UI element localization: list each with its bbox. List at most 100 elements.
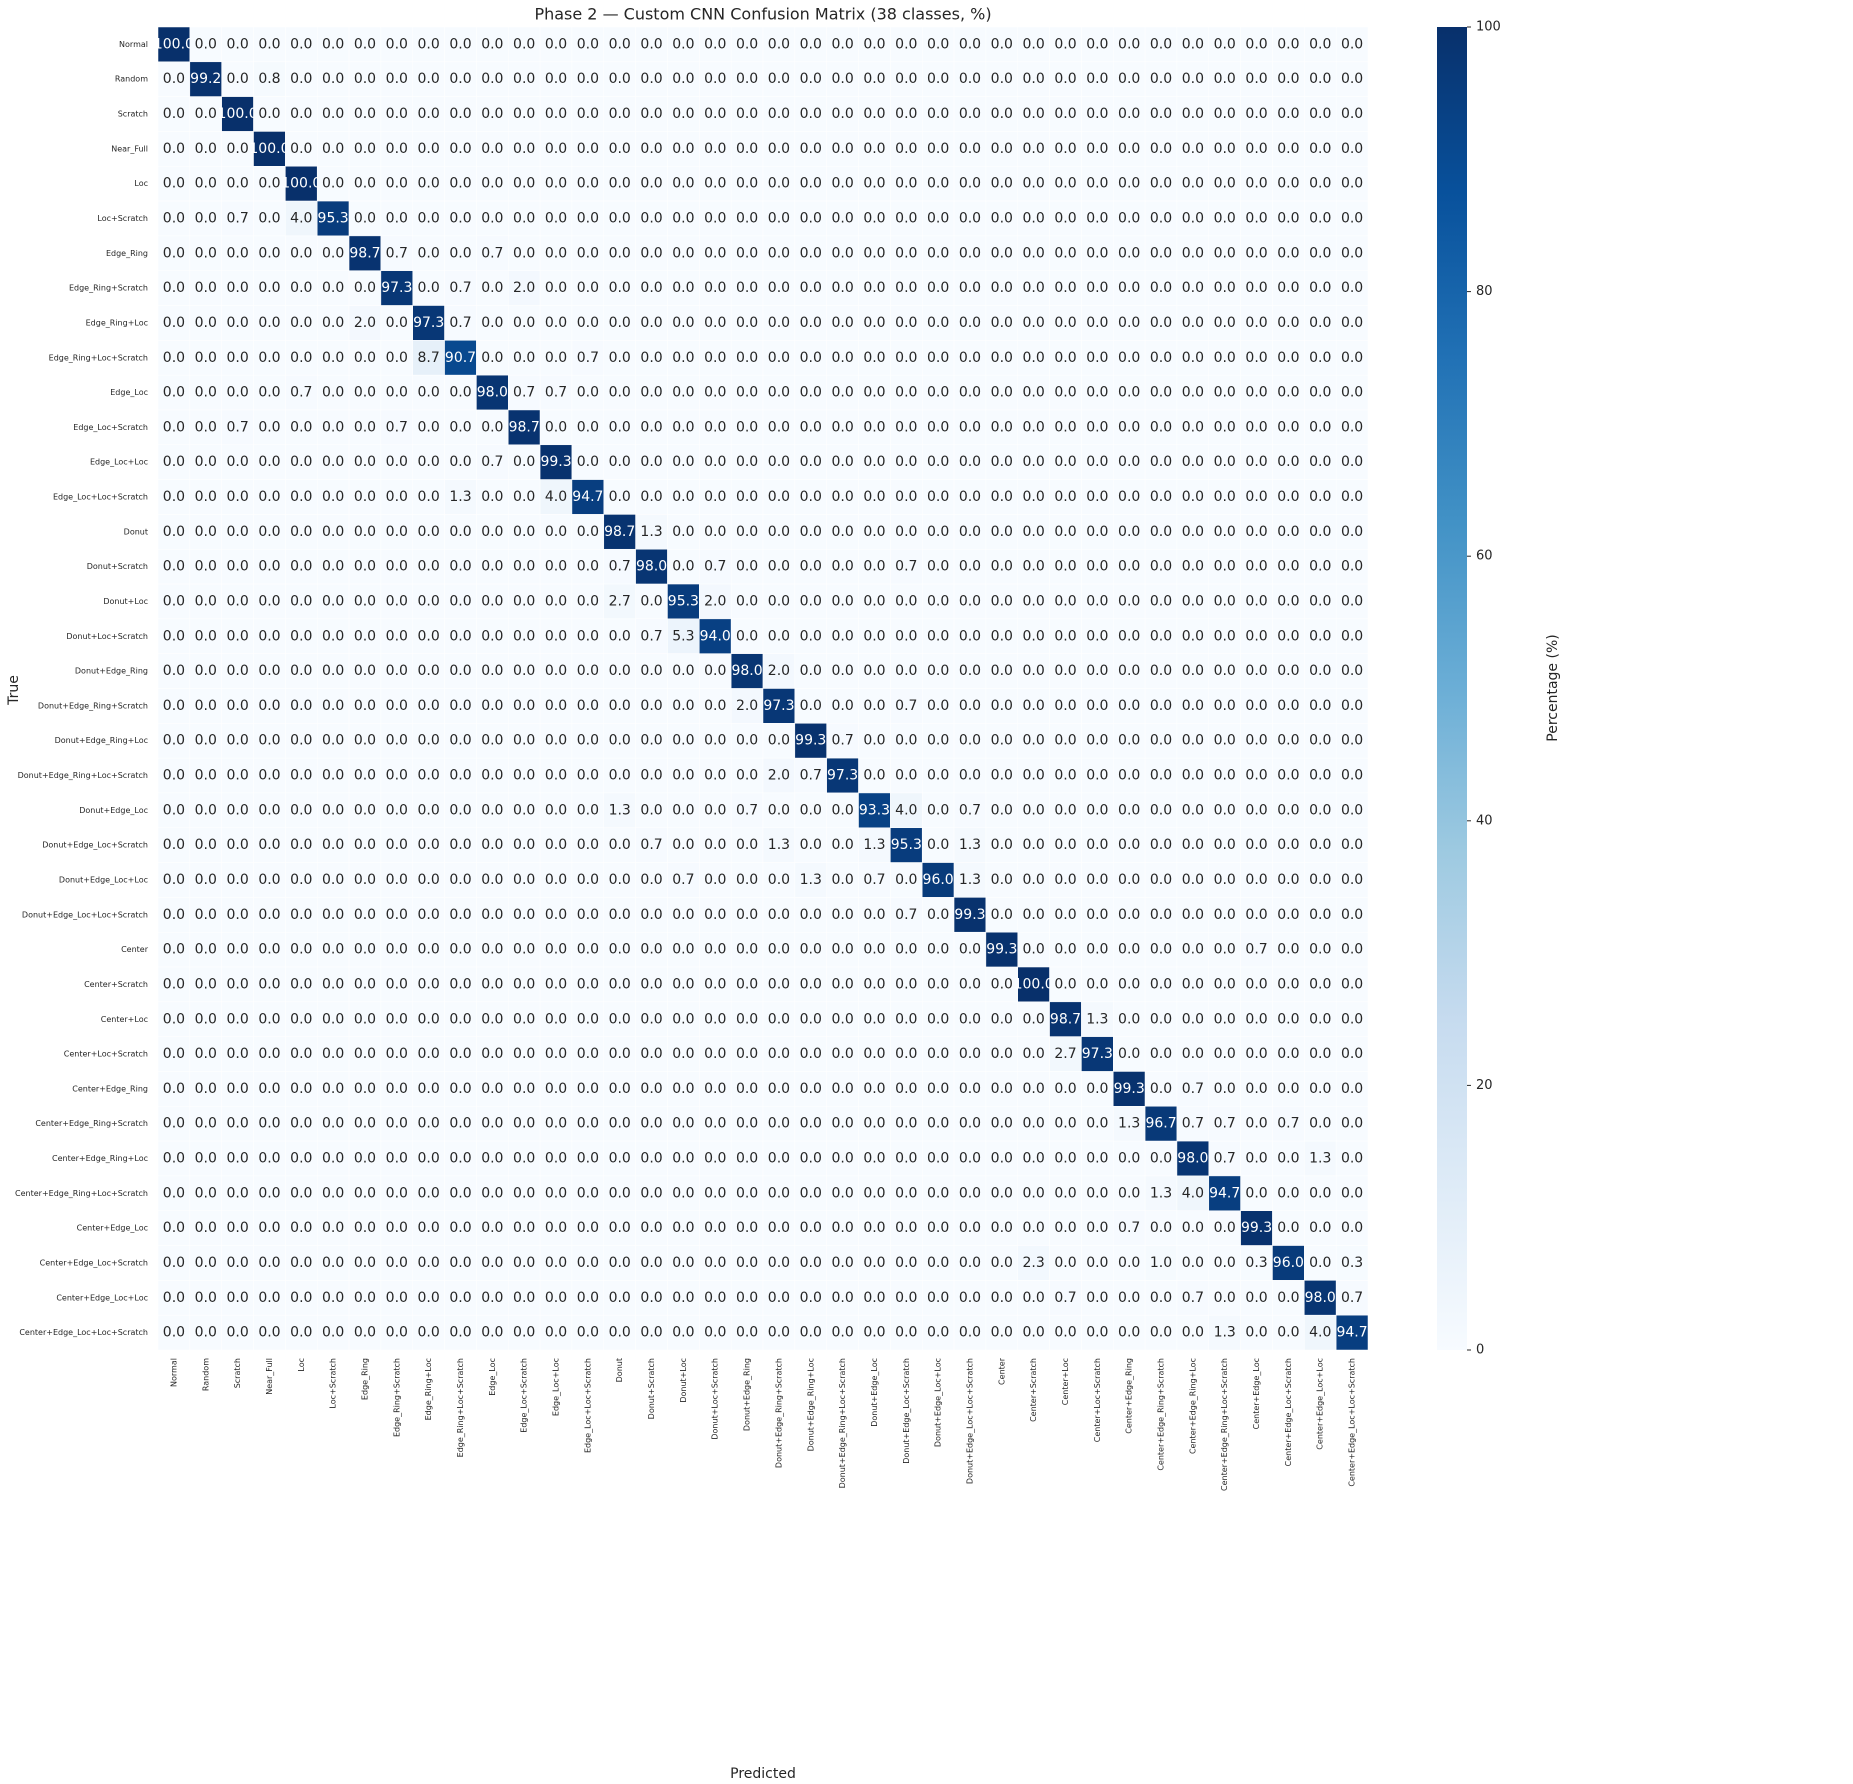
cell-label: 0.0 xyxy=(418,942,440,958)
cell-label: 0.0 xyxy=(322,106,344,122)
cell-label: 0.0 xyxy=(1277,454,1299,470)
cell-label: 1.0 xyxy=(1150,1255,1172,1271)
cell-label: 0.0 xyxy=(609,454,631,470)
cell-label: 0.0 xyxy=(1023,559,1045,575)
heatmap-cell xyxy=(730,270,764,306)
cell-label: 0.0 xyxy=(640,350,662,366)
cell-label: 0.0 xyxy=(322,1255,344,1271)
cell-label: 0.0 xyxy=(226,593,248,609)
cell-label: 0.0 xyxy=(354,71,376,87)
cell-label: 0.0 xyxy=(736,1151,758,1167)
cell-label: 0.0 xyxy=(226,1011,248,1027)
cell-label: 0.0 xyxy=(1054,768,1076,784)
cell-label: 0.0 xyxy=(1150,1325,1172,1341)
cell-label: 0.0 xyxy=(800,1255,822,1271)
cell-label: 0.0 xyxy=(545,907,567,923)
cell-label: 0.7 xyxy=(895,698,917,714)
cell-label: 0.0 xyxy=(1023,733,1045,749)
cell-label: 0.0 xyxy=(1341,837,1363,853)
heatmap-cell xyxy=(1049,61,1082,97)
cell-label: 0.0 xyxy=(895,1290,917,1306)
cell-label: 0.0 xyxy=(768,559,790,575)
cell-label: 0.7 xyxy=(640,628,662,644)
heatmap-cell xyxy=(1081,61,1114,97)
heatmap-cell xyxy=(921,131,955,167)
cell-label: 0.0 xyxy=(863,36,885,52)
cell-label: 97.3 xyxy=(827,768,858,784)
cell-label: 0.0 xyxy=(704,1185,726,1201)
heatmap-cell xyxy=(253,235,286,271)
cell-label: 0.0 xyxy=(768,1081,790,1097)
cell-label: 0.0 xyxy=(1023,802,1045,818)
cell-label: 0.0 xyxy=(1214,315,1236,331)
x-tick-label: Donut+Edge_Ring+Scratch xyxy=(774,1358,783,1468)
cell-label: 0.0 xyxy=(386,1011,408,1027)
cell-label: 1.3 xyxy=(959,872,981,888)
heatmap-cell xyxy=(1272,131,1305,167)
heatmap-cell xyxy=(794,61,827,97)
heatmap-cell xyxy=(603,270,636,306)
cell-label: 0.0 xyxy=(322,559,344,575)
cell-label: 0.0 xyxy=(258,593,280,609)
cell-label: 0.0 xyxy=(927,1325,949,1341)
heatmap-cell xyxy=(890,235,923,271)
heatmap-cell xyxy=(253,26,286,63)
heatmap-cell xyxy=(221,270,254,306)
cell-label: 0.0 xyxy=(322,907,344,923)
y-tick-label: Edge_Ring+Loc xyxy=(86,318,148,327)
cell-label: 0.0 xyxy=(1214,280,1236,296)
cell-label: 0.0 xyxy=(640,976,662,992)
cell-label: 0.0 xyxy=(1341,733,1363,749)
x-tick-label: Near_Full xyxy=(265,1358,274,1395)
cell-label: 0.0 xyxy=(927,628,949,644)
cell-label: 0.0 xyxy=(481,36,503,52)
cell-label: 0.0 xyxy=(1245,1116,1267,1132)
cell-label: 0.0 xyxy=(1214,976,1236,992)
cell-label: 0.0 xyxy=(290,837,312,853)
cell-label: 0.0 xyxy=(226,837,248,853)
cell-label: 0.0 xyxy=(1118,559,1140,575)
heatmap-cell xyxy=(794,96,827,132)
cell-label: 0.0 xyxy=(1086,663,1108,679)
cell-label: 0.0 xyxy=(959,141,981,157)
cell-label: 0.0 xyxy=(1245,1290,1267,1306)
cell-label: 0.0 xyxy=(800,141,822,157)
heatmap-cell xyxy=(667,61,700,97)
heatmap-cell xyxy=(508,166,541,202)
cell-label: 0.0 xyxy=(226,489,248,505)
cell-label: 0.0 xyxy=(672,36,694,52)
cell-label: 0.0 xyxy=(1309,1185,1331,1201)
cell-label: 0.0 xyxy=(1245,141,1267,157)
y-tick-label: Edge_Ring xyxy=(106,249,148,258)
heatmap-cell xyxy=(157,131,191,167)
heatmap-cell xyxy=(444,131,477,167)
cell-label: 0.0 xyxy=(704,733,726,749)
heatmap-cell xyxy=(412,235,445,271)
cell-label: 0.0 xyxy=(863,1325,885,1341)
cell-label: 0.0 xyxy=(768,489,790,505)
cell-label: 0.0 xyxy=(609,1151,631,1167)
cell-label: 0.0 xyxy=(449,1081,471,1097)
cell-label: 0.0 xyxy=(1118,628,1140,644)
cell-label: 0.0 xyxy=(1214,628,1236,644)
cell-label: 0.0 xyxy=(991,280,1013,296)
cell-label: 0.0 xyxy=(195,315,217,331)
cell-label: 0.0 xyxy=(1054,280,1076,296)
cell-label: 0.0 xyxy=(1309,1220,1331,1236)
cell-label: 0.0 xyxy=(513,245,535,261)
cell-label: 0.0 xyxy=(768,385,790,401)
x-tick-label: Scratch xyxy=(233,1358,242,1388)
heatmap-cell xyxy=(858,96,891,132)
cell-label: 0.0 xyxy=(577,1151,599,1167)
cell-label: 0.0 xyxy=(577,663,599,679)
cell-label: 0.0 xyxy=(354,489,376,505)
cell-label: 0.0 xyxy=(640,1325,662,1341)
cell-label: 0.0 xyxy=(449,663,471,679)
x-tick-label: Edge_Ring xyxy=(360,1358,369,1400)
cell-label: 0.0 xyxy=(609,71,631,87)
heatmap-cell xyxy=(1049,166,1082,202)
cell-label: 0.0 xyxy=(895,663,917,679)
heatmap-cell xyxy=(762,270,796,306)
cell-label: 0.0 xyxy=(386,106,408,122)
heatmap-cell xyxy=(348,96,382,132)
